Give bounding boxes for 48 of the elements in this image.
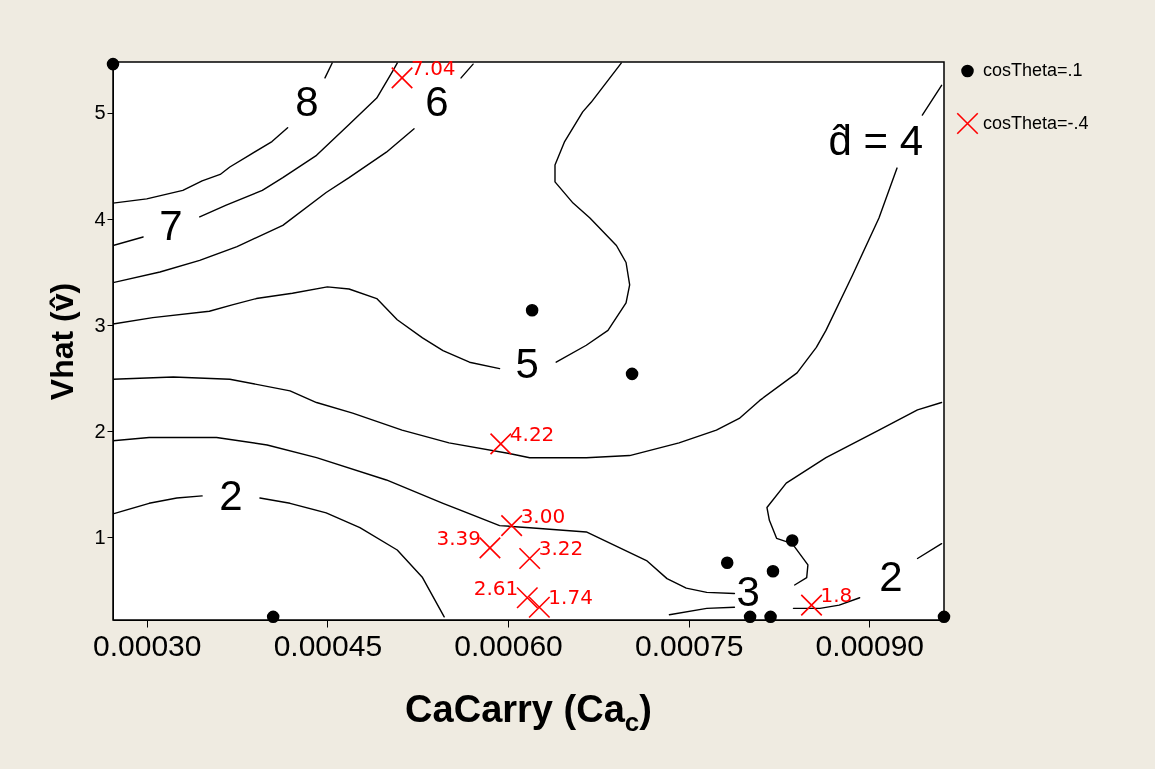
x-axis-title: CaCarry (Ca$_{c}$) bbox=[404, 688, 653, 738]
series-label: 8 bbox=[295, 77, 319, 125]
point bbox=[106, 57, 120, 71]
y-tick-label: 1 bbox=[94, 525, 106, 548]
x-tick-label: 0.00060 bbox=[454, 628, 563, 662]
series-label: 2 bbox=[879, 553, 903, 601]
annotation: 1.8 bbox=[820, 583, 853, 608]
point bbox=[266, 610, 280, 624]
series-label: 2 bbox=[219, 471, 243, 519]
point bbox=[937, 610, 951, 624]
x-tick-label: 0.00045 bbox=[273, 628, 383, 662]
y-axis-title: Vhat (v̂) bbox=[44, 282, 81, 401]
series-label: 6 bbox=[425, 78, 449, 126]
x-tick-label: 0.00030 bbox=[93, 628, 202, 662]
y-tick-label: 5 bbox=[94, 101, 106, 124]
annotation: 2.61 bbox=[473, 575, 519, 600]
point bbox=[764, 610, 777, 624]
point bbox=[391, 66, 414, 89]
point bbox=[516, 586, 539, 609]
y-tick-label: 2 bbox=[94, 419, 106, 442]
x-tick-label: 0.00075 bbox=[634, 628, 744, 662]
annotation: 4.22 bbox=[509, 421, 555, 446]
series-label: 3 bbox=[736, 568, 760, 616]
series-label: 7 bbox=[159, 201, 183, 249]
point bbox=[766, 564, 780, 578]
point bbox=[743, 610, 757, 624]
point bbox=[528, 596, 551, 619]
annotation: 7.04 bbox=[411, 55, 456, 80]
point bbox=[518, 547, 541, 570]
legend-label: cosTheta=.1 bbox=[983, 60, 1083, 80]
annotation: 3.00 bbox=[520, 503, 566, 528]
point bbox=[500, 514, 523, 537]
point bbox=[800, 594, 823, 617]
annotation: 1.74 bbox=[548, 585, 593, 610]
annotation: 3.39 bbox=[436, 525, 481, 550]
point bbox=[720, 556, 734, 569]
x-tick-label: 0.00090 bbox=[815, 628, 925, 662]
point bbox=[625, 367, 639, 381]
point bbox=[525, 303, 539, 317]
legend-label: cosTheta=-.4 bbox=[983, 112, 1089, 133]
point bbox=[785, 534, 799, 547]
series-label: 5 bbox=[515, 340, 539, 388]
point bbox=[478, 536, 502, 559]
annotation: 3.22 bbox=[538, 536, 584, 561]
series-label: d̂ = 4 bbox=[828, 116, 924, 164]
y-tick-label: 4 bbox=[94, 207, 106, 230]
y-tick-label: 3 bbox=[94, 313, 106, 336]
point bbox=[489, 432, 512, 455]
